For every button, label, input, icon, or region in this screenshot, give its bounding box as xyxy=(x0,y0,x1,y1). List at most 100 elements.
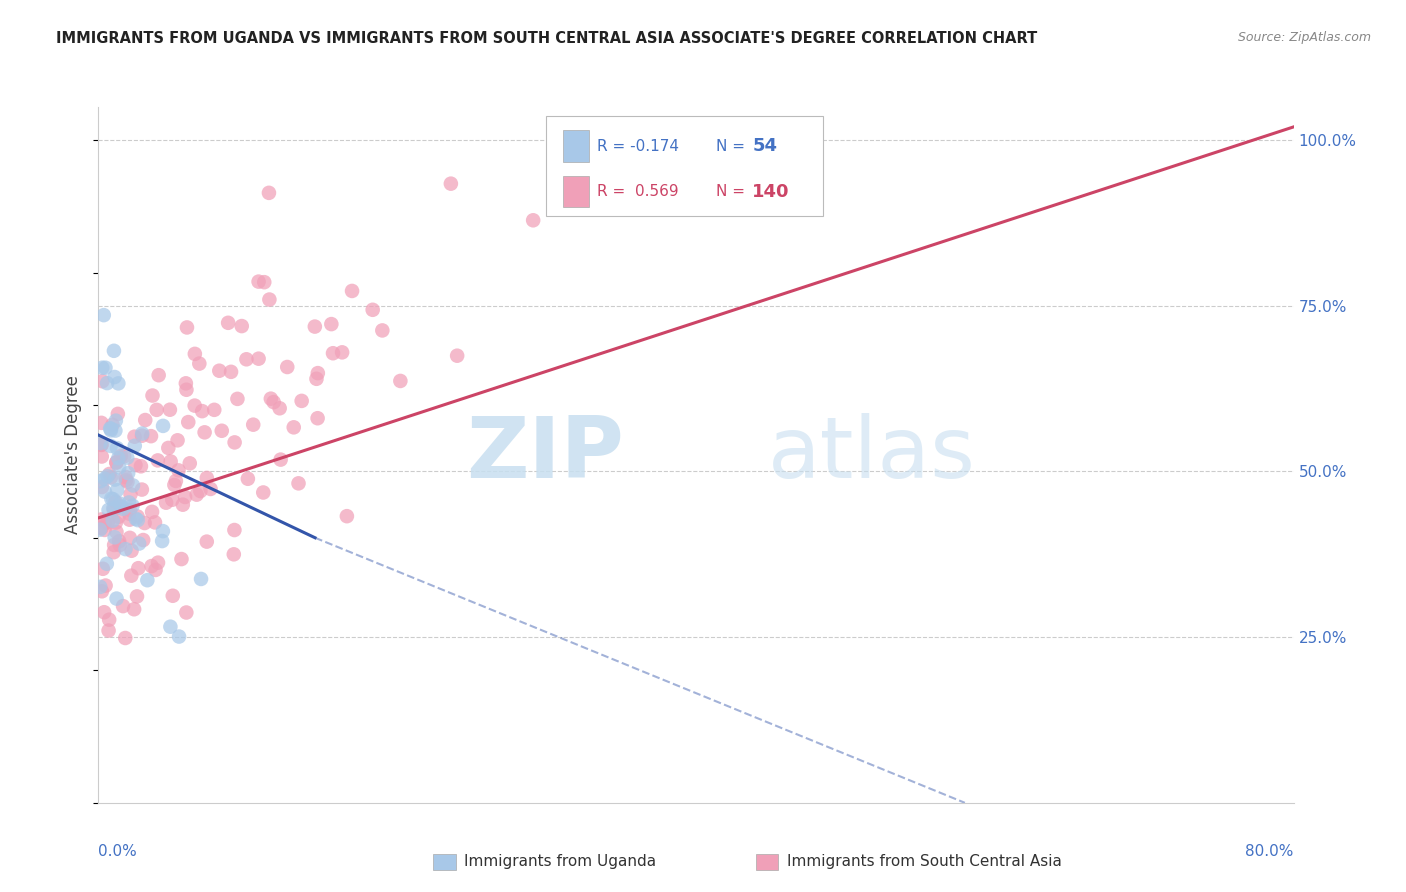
Point xyxy=(217,316,239,330)
Point xyxy=(131,428,153,442)
Point xyxy=(252,485,274,500)
Point xyxy=(94,484,117,499)
Point xyxy=(103,502,125,516)
Point xyxy=(122,478,145,492)
Point xyxy=(100,439,122,453)
Point xyxy=(162,589,184,603)
Point xyxy=(191,404,214,418)
Point xyxy=(110,449,132,463)
Text: 0.0%: 0.0% xyxy=(98,845,138,859)
Point xyxy=(97,503,120,517)
Point xyxy=(260,392,283,406)
Point xyxy=(128,536,150,550)
Point xyxy=(208,364,231,378)
Point xyxy=(134,413,156,427)
Point xyxy=(219,365,242,379)
Point xyxy=(190,572,212,586)
Point xyxy=(96,557,118,571)
Text: R = -0.174: R = -0.174 xyxy=(598,139,679,153)
Point xyxy=(103,343,125,358)
Point xyxy=(152,524,174,538)
Point xyxy=(179,456,201,470)
Y-axis label: Associate's Degree: Associate's Degree xyxy=(65,376,83,534)
Point xyxy=(118,531,141,545)
Point xyxy=(127,509,149,524)
Point xyxy=(90,416,112,430)
Point xyxy=(114,542,136,557)
Point xyxy=(176,606,198,620)
Point xyxy=(89,580,111,594)
Text: Immigrants from South Central Asia: Immigrants from South Central Asia xyxy=(787,855,1062,869)
Point xyxy=(127,561,149,575)
Point xyxy=(98,421,121,435)
Point xyxy=(114,470,136,484)
Point xyxy=(107,376,129,391)
Point xyxy=(98,613,121,627)
Point xyxy=(162,492,184,507)
Point xyxy=(107,509,129,524)
Point xyxy=(211,424,233,438)
Point xyxy=(100,424,122,438)
Point xyxy=(97,624,120,638)
Point xyxy=(124,458,146,472)
Point xyxy=(104,494,127,508)
Point xyxy=(163,478,186,492)
Point xyxy=(110,500,132,514)
Point xyxy=(98,467,121,481)
Point xyxy=(108,538,131,552)
Point xyxy=(90,584,112,599)
Point xyxy=(257,186,280,200)
Point xyxy=(91,562,114,576)
Point xyxy=(127,513,149,527)
Point xyxy=(307,366,329,380)
Point xyxy=(269,401,291,416)
Point xyxy=(167,630,190,644)
Point xyxy=(283,420,305,434)
Point xyxy=(107,451,129,466)
Point xyxy=(186,488,208,502)
Point xyxy=(129,459,152,474)
Point xyxy=(97,469,120,483)
Point xyxy=(105,524,128,539)
Point xyxy=(440,177,463,191)
Point xyxy=(446,349,468,363)
Text: N =: N = xyxy=(716,184,745,199)
Point xyxy=(141,559,163,574)
Point xyxy=(120,568,142,582)
Point xyxy=(222,547,245,561)
Point xyxy=(152,418,174,433)
Point xyxy=(90,512,112,526)
Point xyxy=(105,455,128,469)
Point xyxy=(114,631,136,645)
Point xyxy=(108,496,131,510)
Point xyxy=(141,505,163,519)
Point xyxy=(321,317,343,331)
Point xyxy=(224,523,246,537)
Point xyxy=(115,450,138,465)
Point xyxy=(195,471,218,485)
Point xyxy=(291,393,314,408)
Point xyxy=(112,449,135,463)
Point xyxy=(263,395,285,409)
Point xyxy=(134,516,156,530)
Text: N =: N = xyxy=(716,139,745,153)
Point xyxy=(336,509,359,524)
Point xyxy=(131,426,153,441)
Point xyxy=(117,475,139,489)
Point xyxy=(93,308,115,322)
Point xyxy=(118,503,141,517)
Point xyxy=(150,534,173,549)
Point xyxy=(107,407,129,421)
Point xyxy=(96,376,118,390)
Point xyxy=(94,360,117,375)
Point xyxy=(143,516,166,530)
Point xyxy=(125,590,148,604)
Point xyxy=(270,452,292,467)
Text: 80.0%: 80.0% xyxy=(1246,845,1294,859)
Point xyxy=(307,411,329,425)
Point xyxy=(174,376,197,391)
Point xyxy=(183,399,205,413)
Text: atlas: atlas xyxy=(768,413,976,497)
Point xyxy=(165,474,187,488)
Point xyxy=(90,480,112,494)
